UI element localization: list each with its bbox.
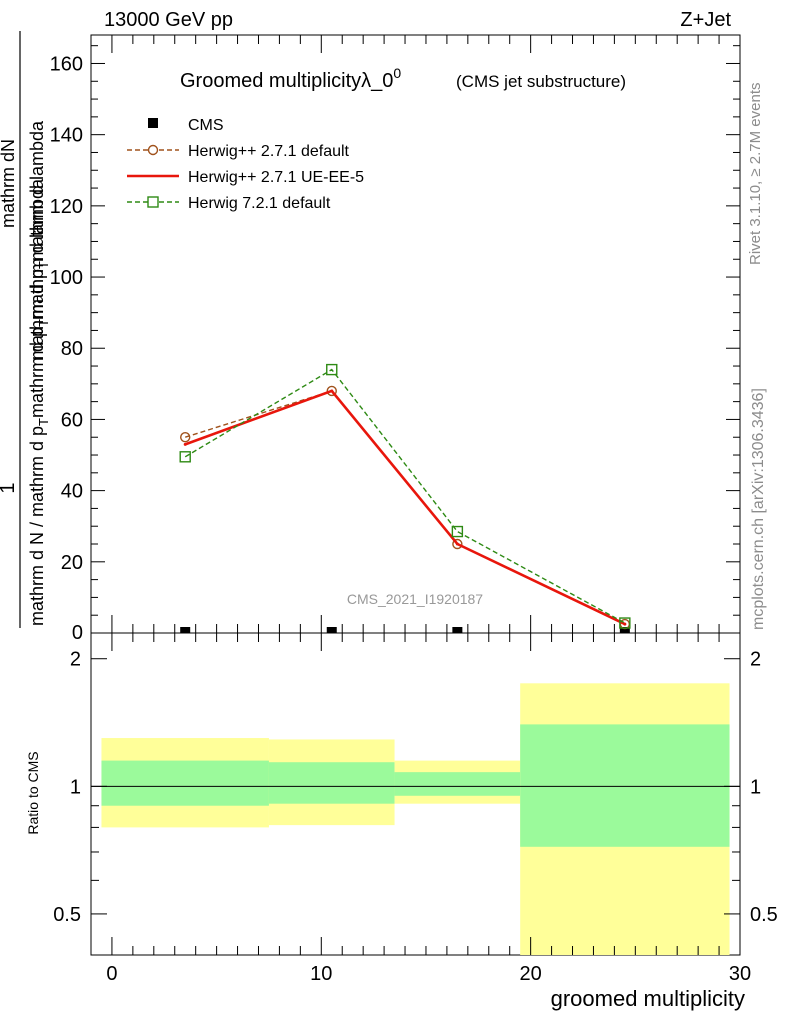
series-point-square [619,617,631,629]
header-right: Z+Jet [680,9,731,31]
rivet-version-label: Rivet 3.1.10, ≥ 2.7M events [747,83,764,266]
legend-label-3: Herwig 7.2.1 default [188,195,331,212]
main-ytick-label: 20 [61,552,83,574]
chart-title: Groomed multiplicityλ_00 [180,65,401,92]
series-point-square [179,451,191,463]
main-y-ticks: 20 40 60 80 100 120 140 160 0 [50,45,740,644]
series-line-2 [184,389,626,626]
cms-data-point [326,627,337,633]
main-ytick-label: 100 [50,267,83,289]
header-left: 13000 GeV pp [104,9,233,31]
series-point-square [451,525,464,538]
ratio-ytick-label-left: 1 [70,776,81,798]
ylabel-part-a: mathrm d N / mathrm d p [27,426,47,626]
series-point-circle [180,432,191,443]
ratio-frame [90,632,741,956]
legend-label-1: Herwig++ 2.7.1 default [188,143,350,160]
series-point-square [326,363,338,376]
analysis-id-label: CMS_2021_I1920187 [347,591,483,607]
series-line-3 [184,368,626,624]
series-point-circle [452,538,463,550]
ratio-band-inner-3 [520,724,730,847]
xtick-label: 10 [310,963,332,985]
ratio-ylabel: Ratio to CMS [25,751,41,834]
main-ytick-label: 40 [61,481,83,503]
ratio-band-inner-1 [268,762,395,804]
chart-title-superscript: 0 [393,65,401,81]
ratio-ytick-label-left: 0.5 [53,904,81,926]
ratio-ytick-label-right: 1 [750,776,761,798]
ylabel-numerator-dn: mathrm dN [0,139,18,228]
series-point-circle [326,385,337,397]
cms-data-point [619,627,630,633]
xtick-label: 20 [520,963,542,985]
legend-marker-square [147,196,159,208]
ylabel-part-c-sub: T [36,319,51,327]
ylabel-part-c2: mathrm d p [27,269,47,360]
xlabel: groomed multiplicity [551,986,745,1011]
series-point [623,622,627,626]
ylabel-part-b: mathrm d lambda [27,120,47,261]
ratio-ytick-label-left: 2 [70,649,81,671]
series-layer [179,363,631,633]
ylabel-part-c: mathrm d p [27,327,47,418]
ylabel-numerator-one: 1 [0,482,19,493]
cms-data-point [452,627,463,633]
ylabel-part-c2-sub: T [36,261,51,269]
main-ytick-label: 140 [50,125,83,147]
series-point [330,389,334,393]
series-point [183,442,187,446]
series-point [455,542,459,546]
main-ytick-label: 120 [50,196,83,218]
main-ytick-label: 160 [50,53,83,75]
main-ytick-label: 80 [61,338,83,360]
x-ticks: 0 10 20 30 [90,35,751,985]
cms-data-point [180,627,191,633]
ratio-ytick-label-right: 2 [750,649,761,671]
legend-marker-cms [148,118,158,128]
ylabel-denominator: mathrm d N / mathrm d pTmathrm d pTmathr… [27,178,51,626]
main-ylabel: 1 mathrm d N / mathrm d pTmathrm d pTmat… [0,31,51,628]
legend-label-0: CMS [188,117,224,134]
main-ytick-label: 60 [61,409,83,431]
legend-marker-circle [147,144,159,156]
main-ytick-label-zero: 0 [72,622,83,644]
chart-title-main: Groomed multiplicityλ_0 [180,70,393,92]
ratio-bands [101,683,730,955]
mcplots-label: mcplots.cern.ch [arXiv:1306.3436] [750,388,767,630]
ylabel-upper: mathrm d pTmathrm d lambda [27,120,51,360]
ratio-y-ticks: 0.5 0.5 1 1 2 2 [53,649,778,956]
chart-subtitle: (CMS jet substructure) [456,72,626,91]
legend: CMS Herwig++ 2.7.1 default Herwig++ 2.7.1 … [127,117,364,212]
ylabel-part-a-sub: T [36,418,51,426]
xtick-label: 30 [729,963,751,985]
ylabel-part-d: mathrm d lambda [27,178,47,319]
ratio-ytick-label-right: 0.5 [750,904,778,926]
ratio-band-inner-0 [101,760,269,806]
ratio-band-inner-2 [394,772,521,796]
xtick-label: 0 [106,963,117,985]
series-line-1 [184,390,626,625]
legend-label-2: Herwig++ 2.7.1 UE-EE-5 [188,169,364,186]
